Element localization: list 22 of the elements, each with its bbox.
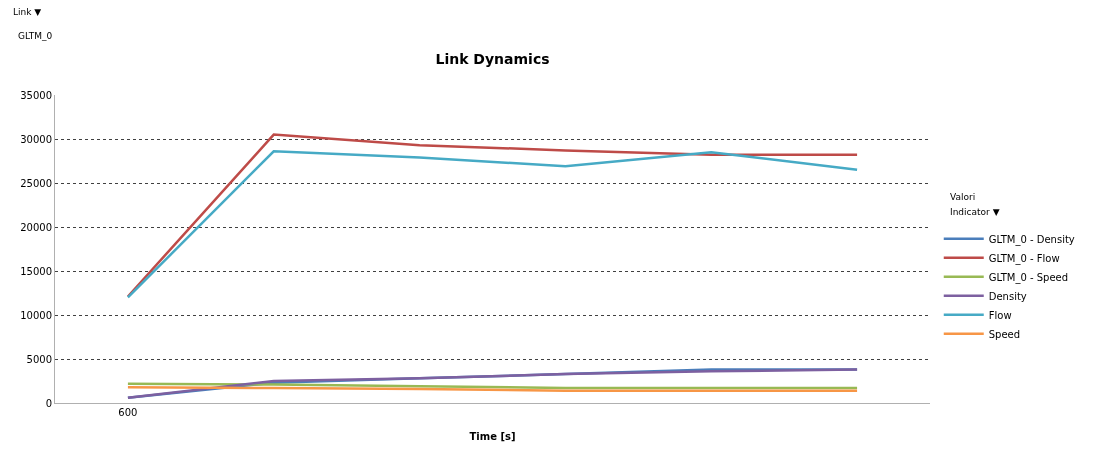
text: Link ▼ <box>13 7 42 17</box>
y-tick-label: 30000 <box>20 133 52 145</box>
text: GLTM_0 <box>18 31 53 41</box>
text: Indicator ▼ <box>950 207 1000 217</box>
legend-label: Flow <box>988 309 1012 321</box>
text: Valori <box>950 192 976 202</box>
legend-label: GLTM_0 - Flow <box>988 252 1060 265</box>
x-axis-title: Time [s] <box>469 430 516 442</box>
chart-title: Link Dynamics <box>435 50 550 67</box>
y-tick-label: 20000 <box>20 221 52 233</box>
y-tick-label: 5000 <box>26 353 52 365</box>
legend-label: GLTM_0 - Density <box>988 233 1075 246</box>
y-tick-label: 25000 <box>20 177 52 189</box>
y-tick-label: 10000 <box>20 309 52 321</box>
y-tick-label: 35000 <box>20 89 52 101</box>
legend-label: GLTM_0 - Speed <box>988 271 1069 284</box>
y-tick-label: 0 <box>45 397 52 409</box>
legend-label: Density <box>988 290 1027 302</box>
legend-label: Speed <box>988 328 1021 340</box>
line-series <box>126 368 859 399</box>
x-tick-label: 600 <box>118 407 138 418</box>
y-tick-label: 15000 <box>20 265 52 277</box>
